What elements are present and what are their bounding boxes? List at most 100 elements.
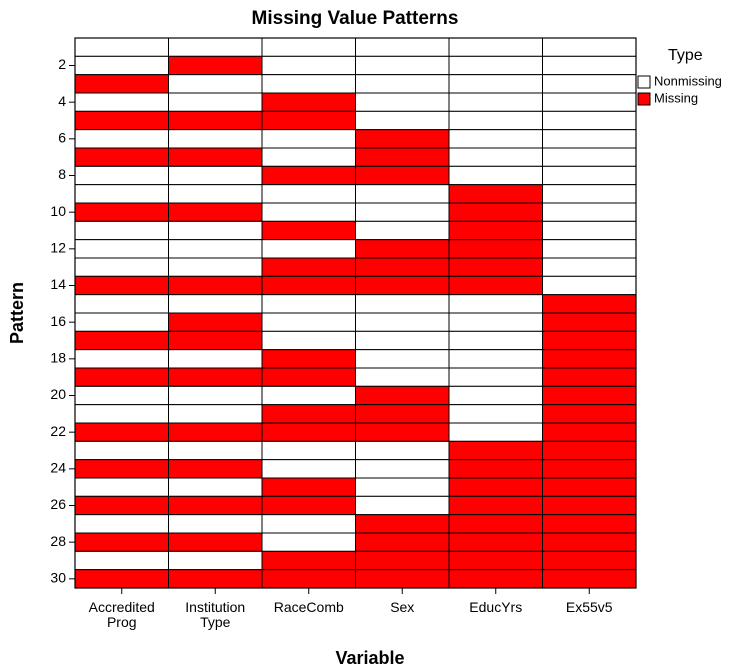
cell (168, 275, 263, 296)
cell (355, 514, 450, 534)
y-axis-label: Pattern (7, 282, 27, 344)
cell (261, 110, 356, 131)
cell (542, 202, 637, 222)
cell (261, 459, 356, 479)
cell (74, 440, 169, 461)
cell (168, 440, 263, 461)
cell (542, 495, 637, 516)
cell (168, 477, 263, 497)
cell (261, 385, 356, 406)
cell (74, 495, 169, 516)
cell (74, 294, 169, 314)
cell (542, 220, 637, 241)
cell (261, 312, 356, 332)
cell (448, 147, 543, 167)
cell (168, 532, 263, 552)
cell (542, 514, 637, 534)
cell (74, 184, 169, 204)
cell (542, 184, 637, 204)
cell (261, 330, 356, 351)
cell (261, 202, 356, 222)
cell (261, 147, 356, 167)
cell (168, 202, 263, 222)
cell (542, 367, 637, 387)
cell (448, 220, 543, 241)
cell (261, 220, 356, 241)
cell (355, 239, 450, 259)
y-tick-label: 22 (50, 423, 66, 439)
cell (355, 37, 450, 57)
cell (542, 55, 637, 76)
cell (355, 330, 450, 351)
cell (355, 92, 450, 112)
y-tick-label: 20 (50, 386, 66, 402)
cell (168, 367, 263, 387)
cell (355, 349, 450, 369)
y-tick-label: 4 (58, 93, 66, 109)
cell (355, 202, 450, 222)
cell (448, 459, 543, 479)
cell (74, 385, 169, 406)
cell (448, 257, 543, 277)
cell (74, 275, 169, 296)
cell (168, 239, 263, 259)
cell (168, 147, 263, 167)
cell (74, 92, 169, 112)
cell (261, 495, 356, 516)
x-tick-label: Sex (390, 599, 415, 615)
cell (261, 569, 356, 589)
cell (542, 532, 637, 552)
x-tick-label: EducYrs (469, 599, 523, 615)
cell (542, 330, 637, 351)
cell (542, 110, 637, 131)
cell (355, 275, 450, 296)
cell (448, 349, 543, 369)
cell (355, 550, 450, 571)
cell (448, 37, 543, 57)
cell (261, 404, 356, 424)
cell (355, 147, 450, 167)
cell (542, 74, 637, 94)
cell (261, 239, 356, 259)
cell (448, 569, 543, 589)
legend-title: Type (668, 47, 703, 64)
cell (74, 514, 169, 534)
cell (74, 330, 169, 351)
cell (168, 404, 263, 424)
cell (448, 495, 543, 516)
legend-swatch (637, 92, 651, 106)
cell (74, 312, 169, 332)
cell (542, 275, 637, 296)
cell (168, 165, 263, 186)
cell (542, 404, 637, 424)
cell (355, 367, 450, 387)
plot-frame (74, 37, 637, 589)
cell (448, 55, 543, 76)
cell (542, 92, 637, 112)
cell (355, 184, 450, 204)
legend-label: Missing (654, 90, 698, 105)
cell (74, 349, 169, 369)
cell (74, 220, 169, 241)
cell (542, 239, 637, 259)
cell (448, 312, 543, 332)
cell (542, 569, 637, 589)
cell (261, 349, 356, 369)
cell (74, 37, 169, 57)
cell (168, 55, 263, 76)
cell (261, 550, 356, 571)
cell (448, 294, 543, 314)
y-tick-label: 18 (50, 350, 66, 366)
y-tick-label: 2 (58, 56, 66, 72)
cell (74, 532, 169, 552)
cell (448, 165, 543, 186)
cell (542, 385, 637, 406)
cell (542, 37, 637, 57)
cell (355, 569, 450, 589)
cell (74, 165, 169, 186)
cell (168, 422, 263, 442)
y-tick-label: 10 (50, 203, 66, 219)
cell (355, 422, 450, 442)
cell (168, 550, 263, 571)
